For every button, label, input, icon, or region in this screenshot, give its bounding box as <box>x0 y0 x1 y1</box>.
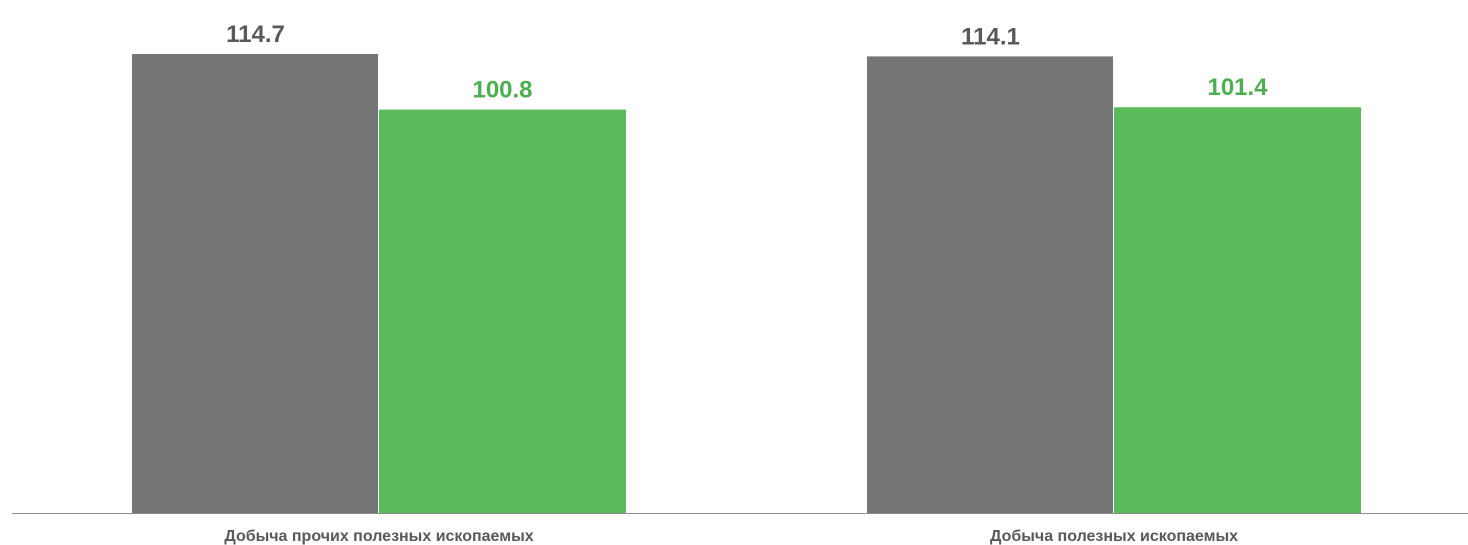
x-tick-label-1: Добыча прочих полезных ископаемых <box>224 528 533 545</box>
bar-1-series-2 <box>379 109 626 513</box>
data-label-1-series-1: 114.7 <box>226 21 285 48</box>
bar-2-series-1 <box>867 56 1113 513</box>
data-label-2-series-2: 101.4 <box>1207 74 1268 101</box>
value-labels-layer: 114.7 100.8 114.1 101.4 <box>226 21 1268 104</box>
category-labels-layer: Добыча прочих полезных ископаемых Добыча … <box>224 528 1238 545</box>
bar-2-series-2 <box>1114 107 1361 513</box>
data-label-1-series-2: 100.8 <box>472 77 532 104</box>
data-label-2-series-1: 114.1 <box>961 23 1020 50</box>
bar-1-series-1 <box>132 54 378 513</box>
x-tick-label-2: Добыча полезных ископаемых <box>990 528 1238 545</box>
bars-layer <box>132 54 1361 513</box>
